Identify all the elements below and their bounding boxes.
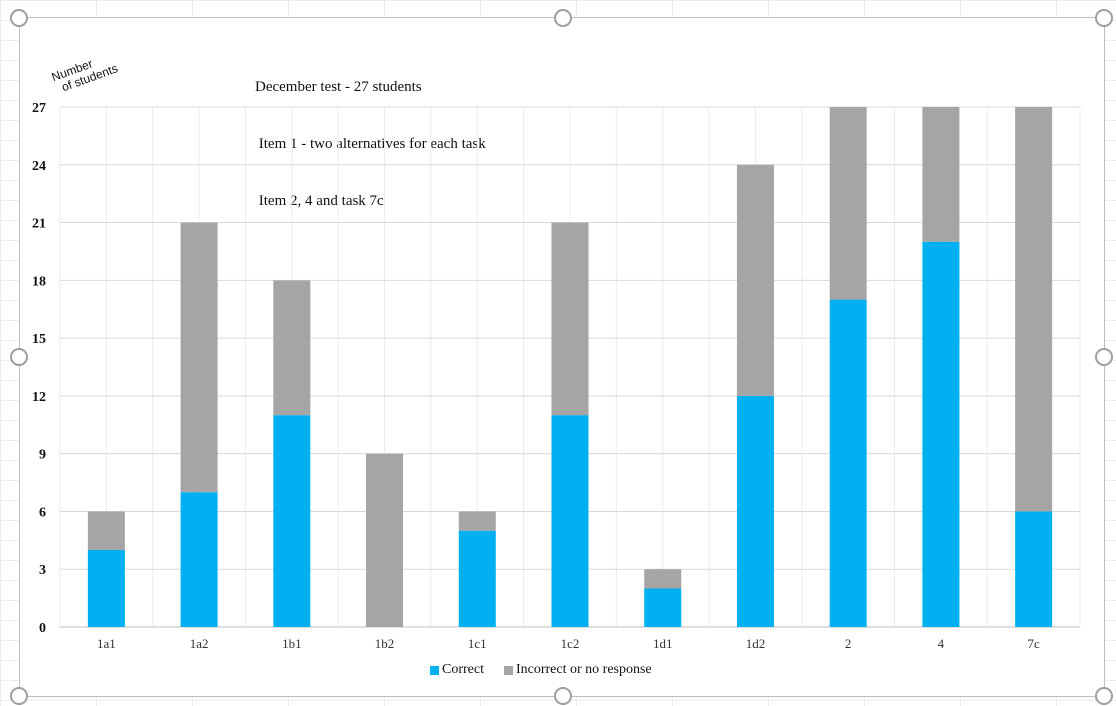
x-tick-label: 2 xyxy=(845,636,852,651)
resize-handle-middle-left[interactable] xyxy=(10,348,28,366)
y-tick-label: 24 xyxy=(32,159,46,174)
chart-title-line-3: Item 2, 4 and task 7c xyxy=(255,193,384,209)
x-tick-label: 7c xyxy=(1027,636,1040,651)
bar-incorrect-or-no-response-1b2 xyxy=(366,453,404,627)
y-tick-label: 21 xyxy=(32,217,46,232)
x-tick-label: 1c1 xyxy=(468,636,487,651)
y-tick-label: 3 xyxy=(39,563,46,578)
y-tick-label: 15 xyxy=(32,332,46,347)
y-tick-label: 18 xyxy=(32,274,46,289)
resize-handle-bottom-right[interactable] xyxy=(1095,687,1113,705)
x-tick-label: 1a1 xyxy=(97,636,116,651)
x-tick-label: 1a2 xyxy=(190,636,209,651)
resize-handle-bottom-center[interactable] xyxy=(554,687,572,705)
legend-swatch-correct xyxy=(430,665,439,675)
bar-correct-7c xyxy=(1015,511,1053,627)
legend-swatch-incorrect xyxy=(503,665,513,675)
x-tick-label: 1b2 xyxy=(375,636,395,651)
bar-incorrect-or-no-response-1c1 xyxy=(458,511,496,531)
legend-item-correct: Correct xyxy=(430,662,484,678)
bar-incorrect-or-no-response-1a2 xyxy=(180,222,218,493)
bar-correct-1d2 xyxy=(736,395,774,627)
bar-incorrect-or-no-response-1d1 xyxy=(644,569,682,589)
bar-incorrect-or-no-response-1a1 xyxy=(87,511,125,550)
bar-correct-1c2 xyxy=(551,415,589,627)
legend: Correct Incorrect or no response xyxy=(430,662,652,678)
bar-correct-1a1 xyxy=(87,549,125,627)
bar-correct-4 xyxy=(922,241,960,627)
bar-correct-1d1 xyxy=(644,588,682,627)
bar-incorrect-or-no-response-1d2 xyxy=(736,164,774,396)
bar-correct-1c1 xyxy=(458,530,496,627)
legend-label-correct: Correct xyxy=(442,662,484,677)
bar-incorrect-or-no-response-1b1 xyxy=(273,280,311,416)
chart-title: December test - 27 students Item 1 - two… xyxy=(255,40,486,230)
bar-correct-1b1 xyxy=(273,415,311,627)
x-tick-label: 1c2 xyxy=(561,636,580,651)
x-tick-label: 1d2 xyxy=(746,636,766,651)
bar-correct-2 xyxy=(829,299,867,627)
y-tick-label: 0 xyxy=(39,621,46,636)
chart-title-line-1: December test - 27 students xyxy=(255,79,422,95)
bar-incorrect-or-no-response-7c xyxy=(1015,107,1053,512)
resize-handle-top-right[interactable] xyxy=(1095,9,1113,27)
x-tick-label: 1d1 xyxy=(653,636,673,651)
bar-incorrect-or-no-response-4 xyxy=(922,107,960,242)
resize-handle-top-left[interactable] xyxy=(10,9,28,27)
x-tick-label: 4 xyxy=(938,636,945,651)
chart-title-line-2: Item 1 - two alternatives for each task xyxy=(255,136,486,152)
legend-item-incorrect: Incorrect or no response xyxy=(503,662,652,678)
y-tick-label: 9 xyxy=(39,448,46,463)
y-tick-label: 12 xyxy=(32,390,46,405)
bar-incorrect-or-no-response-2 xyxy=(829,107,867,300)
x-tick-label: 1b1 xyxy=(282,636,302,651)
resize-handle-middle-right[interactable] xyxy=(1095,348,1113,366)
resize-handle-bottom-left[interactable] xyxy=(10,687,28,705)
resize-handle-top-center[interactable] xyxy=(554,9,572,27)
bar-incorrect-or-no-response-1c2 xyxy=(551,222,589,416)
y-tick-label: 6 xyxy=(39,505,46,520)
legend-label-incorrect: Incorrect or no response xyxy=(515,662,652,677)
bar-correct-1a2 xyxy=(180,492,218,627)
y-tick-label: 27 xyxy=(32,101,46,116)
